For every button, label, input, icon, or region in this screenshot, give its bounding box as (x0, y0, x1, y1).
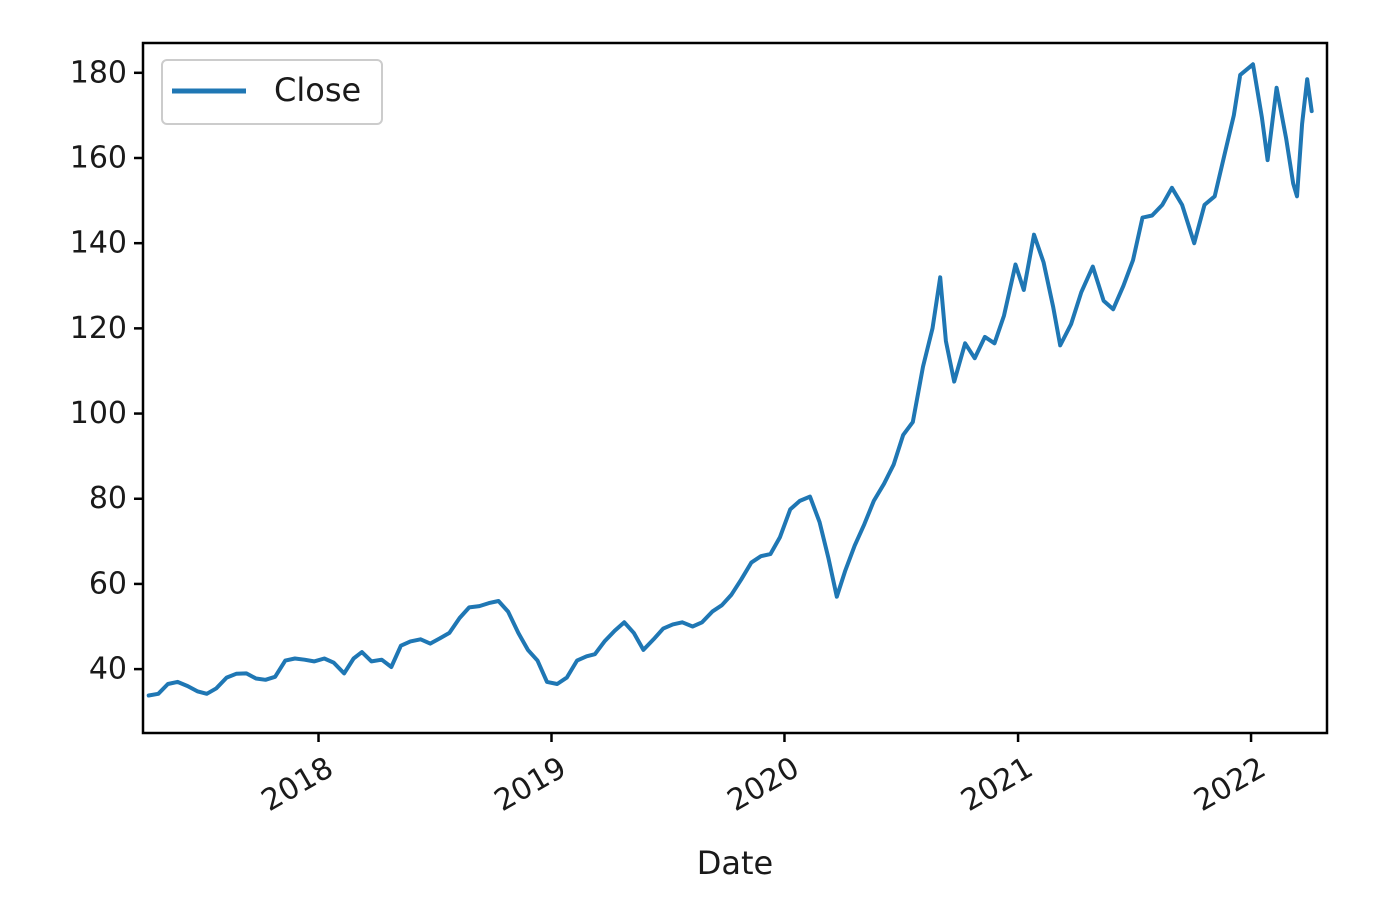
legend-label-close: Close (274, 71, 361, 109)
series-layer (146, 62, 1314, 698)
y-tick-label: 40 (89, 652, 127, 687)
y-tick-label: 180 (70, 55, 127, 90)
legend-box (161, 59, 383, 125)
y-tick-label: 120 (70, 311, 127, 346)
axes-frame (141, 41, 1329, 735)
legend: Close (161, 59, 383, 125)
y-tick-label: 80 (89, 481, 127, 516)
series-line-close (146, 62, 1314, 698)
x-axis-title: Date (697, 844, 773, 882)
y-axis: 40 60 80 100 120 140 160 180 (70, 55, 143, 687)
y-tick-label: 140 (70, 226, 127, 261)
plot-area (143, 43, 1327, 733)
y-tick-label: 100 (70, 396, 127, 431)
y-tick-label: 160 (70, 141, 127, 176)
y-tick-label: 60 (89, 566, 127, 601)
